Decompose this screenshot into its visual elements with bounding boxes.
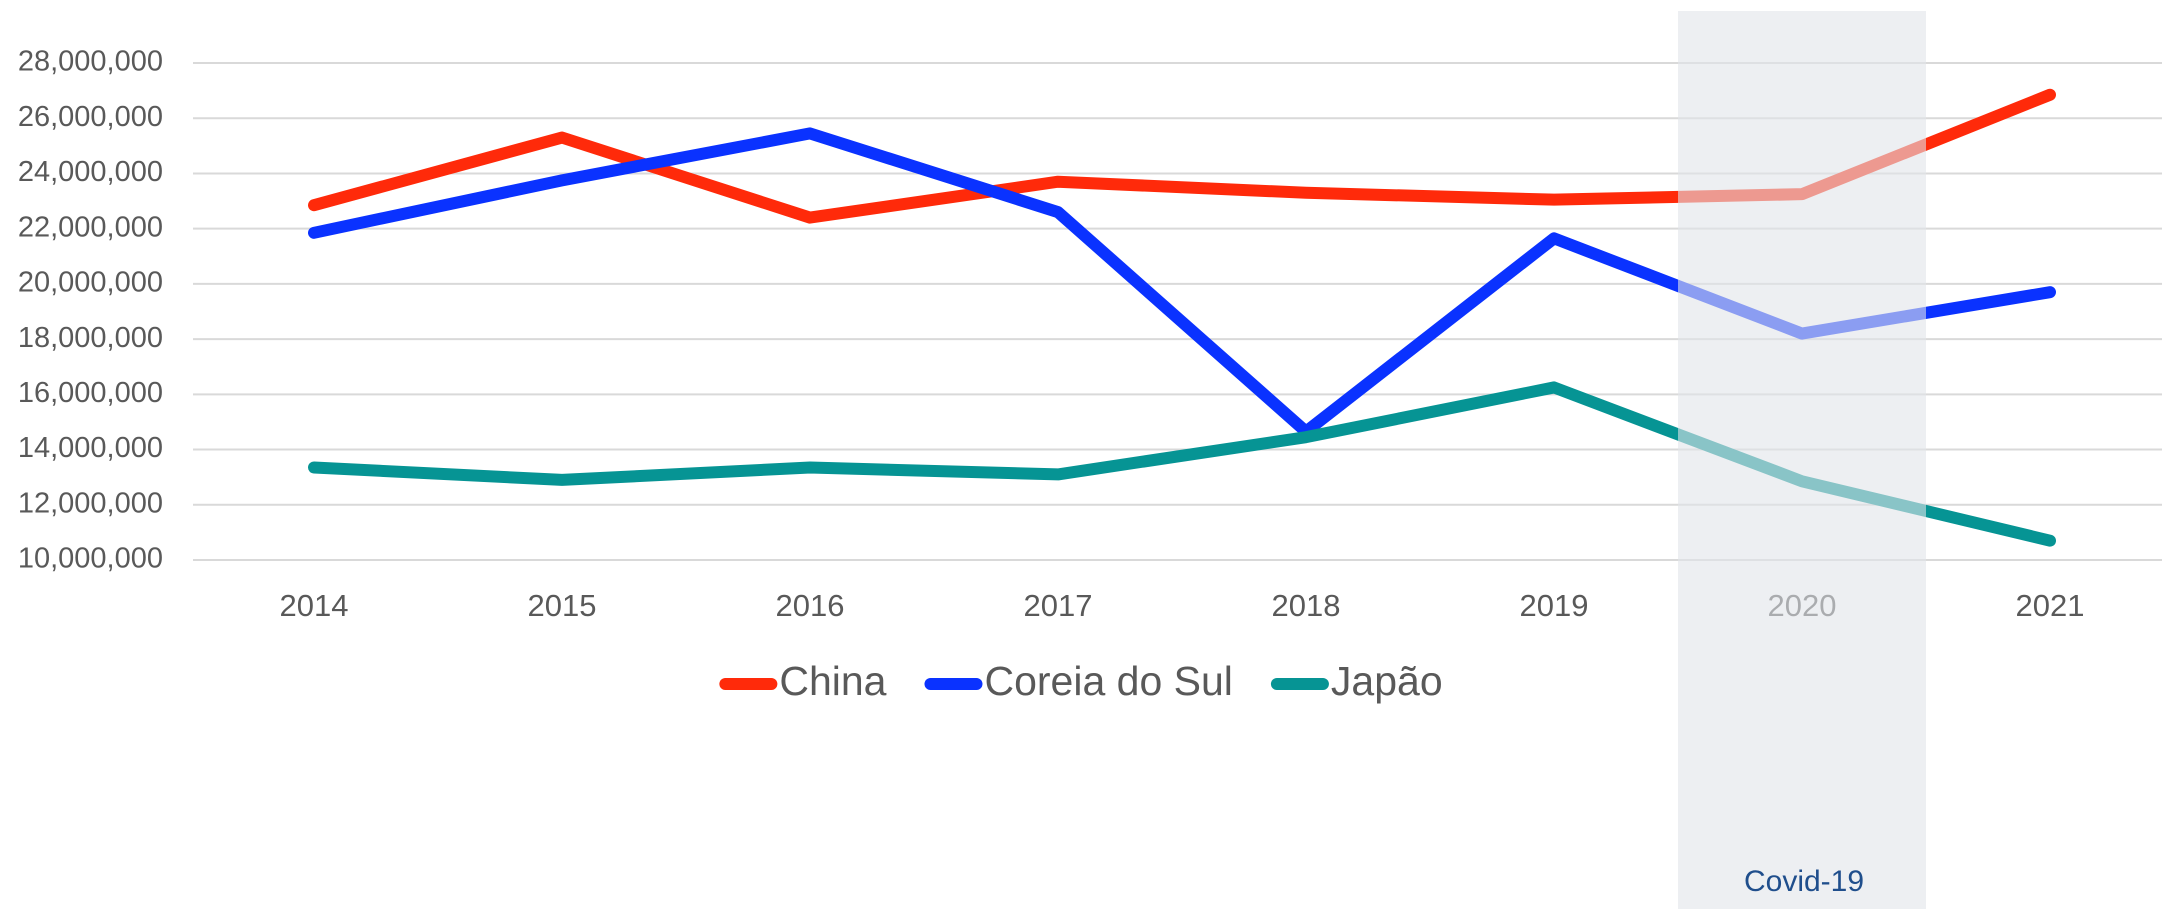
y-tick-label: 14,000,000 bbox=[18, 432, 163, 464]
legend-label: Japão bbox=[1331, 658, 1443, 704]
y-tick-label: 24,000,000 bbox=[18, 156, 163, 188]
highlight-label: Covid-19 bbox=[1744, 865, 1864, 898]
y-tick-label: 20,000,000 bbox=[18, 267, 163, 299]
y-tick-label: 28,000,000 bbox=[18, 46, 163, 78]
legend: China Coreia do Sul Japão bbox=[719, 658, 1443, 704]
highlight-band bbox=[1678, 11, 1926, 909]
x-tick-label: 2018 bbox=[1272, 588, 1341, 623]
y-tick-label: 10,000,000 bbox=[18, 543, 163, 575]
x-tick-label: 2015 bbox=[528, 588, 597, 623]
legend-label: Coreia do Sul bbox=[984, 658, 1232, 704]
x-tick-label: 2019 bbox=[1520, 588, 1589, 623]
x-tick-label: 2016 bbox=[776, 588, 845, 623]
y-tick-label: 26,000,000 bbox=[18, 101, 163, 133]
x-tick-label: 2017 bbox=[1024, 588, 1093, 623]
y-tick-label: 22,000,000 bbox=[18, 211, 163, 243]
legend-label: China bbox=[779, 658, 886, 704]
x-tick-label: 2014 bbox=[280, 588, 349, 623]
y-tick-label: 12,000,000 bbox=[18, 487, 163, 519]
y-tick-label: 16,000,000 bbox=[18, 377, 163, 409]
x-tick-label: 2021 bbox=[2016, 588, 2085, 623]
y-tick-label: 18,000,000 bbox=[18, 322, 163, 354]
